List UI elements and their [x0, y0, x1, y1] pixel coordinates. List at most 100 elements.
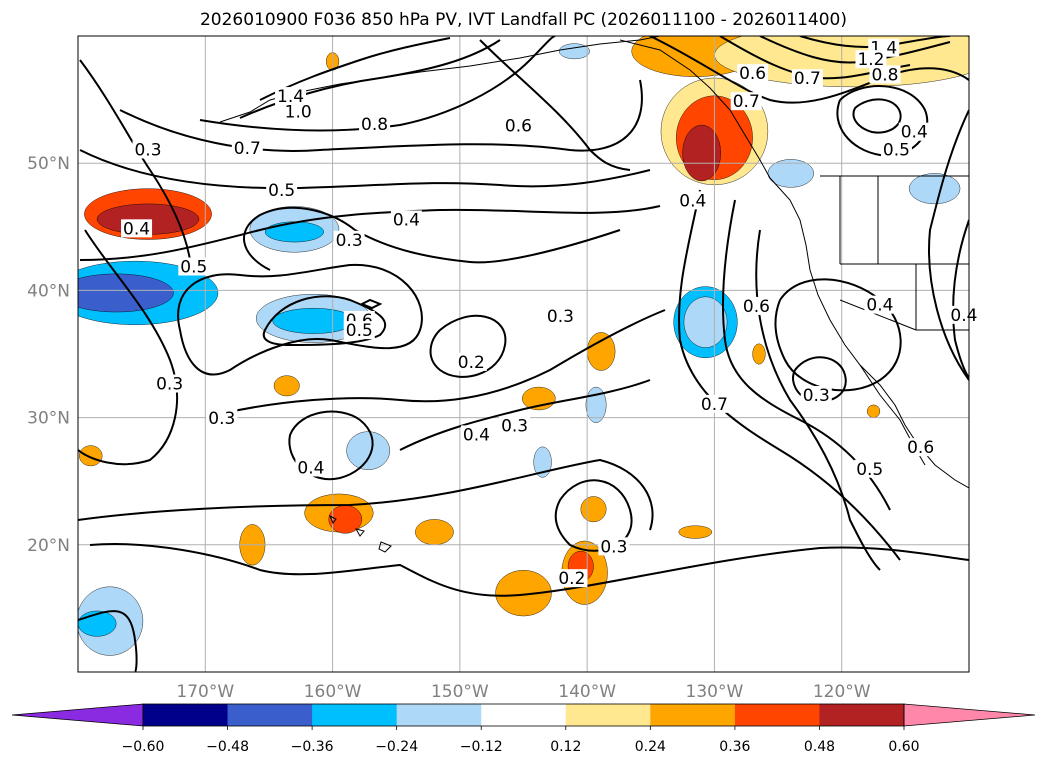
- contour-label: 1.2: [857, 50, 884, 70]
- contour-0-6-loop: [262, 295, 387, 347]
- colorbar-tick-label: 0.12: [550, 739, 581, 755]
- map-background: [78, 36, 969, 672]
- contour-0-6-west: [479, 39, 631, 171]
- pv-anomaly-patch: [586, 332, 616, 371]
- contour-label: 0.5: [883, 140, 910, 160]
- contour-0-6-east: [722, 199, 891, 511]
- contour-label-background: [740, 296, 772, 315]
- contour-0-4-east-loop: [774, 278, 902, 392]
- contour-0-4-east-edge: [952, 219, 969, 379]
- contour-0-5-west: [79, 149, 651, 190]
- pv-anomaly-patch: [533, 446, 552, 478]
- contour-label-background: [855, 50, 887, 69]
- hawaiian-islands: [329, 514, 392, 553]
- axis-labels: 170°W 160°W 150°W 140°W 130°W 120°W 50°N 40°N 30…: [27, 154, 871, 702]
- contour-label: 0.4: [393, 210, 420, 230]
- colorbar-extend-high: [903, 703, 1036, 727]
- contour-label: 0.4: [463, 425, 490, 445]
- contour-label-background: [800, 385, 832, 404]
- contour-label-background: [864, 295, 896, 314]
- contour-label-background: [178, 257, 210, 276]
- contour-label: 0.4: [866, 296, 893, 316]
- contour-labels: 1.41.00.80.70.60.30.50.40.40.30.50.60.50…: [121, 38, 980, 589]
- contour-label: 0.3: [501, 417, 528, 437]
- contour-label: 0.4: [123, 219, 150, 239]
- colorbar-segment: [481, 704, 567, 726]
- contour-label: 0.3: [547, 307, 574, 327]
- contour-label-background: [333, 230, 365, 249]
- contour-label-background: [275, 87, 307, 106]
- contour-label: 0.4: [950, 306, 977, 326]
- contour-label: 0.8: [361, 115, 388, 135]
- contour-label: 0.7: [234, 139, 261, 159]
- us-state-boundaries: [820, 175, 969, 331]
- colorbar: −0.60 −0.48 −0.36 −0.24 −0.12 0.12 0.24 0.36 0.4…: [11, 703, 1036, 755]
- pv-anomaly-patch: [866, 404, 881, 418]
- latitude-tick-label: 40°N: [27, 281, 70, 301]
- contour-0-3-east-loop: [792, 356, 847, 403]
- contour-label-background: [598, 537, 630, 556]
- longitude-tick-label: 160°W: [304, 682, 362, 702]
- contour-0-3-south: [78, 458, 654, 531]
- colorbar-tick-label: −0.60: [122, 739, 165, 755]
- contour-label: 0.3: [208, 409, 235, 429]
- colorbar-tick-label: −0.36: [291, 739, 334, 755]
- contour-label: 0.6: [907, 438, 934, 458]
- contour-label: 0.6: [739, 64, 766, 84]
- contour-label: 0.4: [901, 123, 928, 143]
- contour-label-background: [460, 425, 492, 444]
- contour-label-background: [948, 305, 980, 324]
- colorbar-segment: [650, 704, 736, 726]
- colorbar-extend-low: [11, 703, 144, 727]
- contour-label-background: [455, 352, 487, 371]
- contour-label-background: [343, 321, 375, 340]
- pv-anomaly-patch: [558, 43, 590, 60]
- latitude-tick-label: 30°N: [27, 409, 70, 429]
- pv-anomaly-patch: [495, 570, 552, 617]
- contour-label-background: [898, 122, 930, 141]
- contour-label: 0.5: [268, 181, 295, 201]
- colorbar-segment: [143, 704, 229, 726]
- contour-label-background: [544, 307, 576, 326]
- colorbar-tick-label: −0.24: [375, 739, 418, 755]
- contour-label-background: [677, 191, 709, 210]
- map-frame: [77, 35, 970, 673]
- contour-label: 0.3: [600, 537, 627, 557]
- longitude-tick-label: 120°W: [813, 682, 871, 702]
- colorbar-tick-label: −0.48: [206, 739, 249, 755]
- pv-anomaly-patch: [678, 525, 713, 539]
- contour-label: 1.4: [277, 87, 304, 107]
- contour-0-3-west: [79, 59, 191, 261]
- contour-0-7-small-loop: [359, 298, 383, 310]
- contour-label-background: [154, 374, 186, 393]
- contour-label: 0.3: [336, 231, 363, 251]
- pv-anomaly-patch: [79, 445, 103, 467]
- contour-0-2-south: [89, 543, 969, 597]
- alaska-coastline: [219, 36, 661, 123]
- contour-label-background: [282, 102, 314, 121]
- colorbar-frame: [142, 703, 905, 727]
- contour-label-background: [556, 569, 588, 588]
- contour-0-2-southwest: [78, 610, 138, 672]
- contour-label-background: [206, 408, 238, 427]
- longitude-tick-label: 170°W: [176, 682, 234, 702]
- colorbar-segment: [227, 704, 313, 726]
- contour-label: 0.7: [794, 69, 821, 89]
- contour-label: 0.2: [458, 353, 485, 373]
- contour-label-background: [730, 92, 762, 111]
- pv-anomaly-patch: [908, 173, 961, 205]
- pv-anomaly-patch: [264, 221, 324, 243]
- pv-anomaly-patch: [272, 308, 355, 334]
- pv-anomaly-patch: [683, 296, 728, 348]
- graticule: [78, 36, 969, 672]
- colorbar-segment: [819, 704, 905, 726]
- contour-label: 0.5: [856, 460, 883, 480]
- longitude-tick-label: 140°W: [558, 682, 616, 702]
- pv-anomaly-patch: [752, 343, 766, 365]
- contour-0-5-loop: [177, 263, 423, 376]
- pv-anomaly-patch: [682, 124, 721, 182]
- contour-label: 0.8: [871, 65, 898, 85]
- contour-0-5-northeast-loop: [836, 85, 929, 157]
- contour-label-background: [502, 116, 534, 135]
- contour-label-background: [905, 438, 937, 457]
